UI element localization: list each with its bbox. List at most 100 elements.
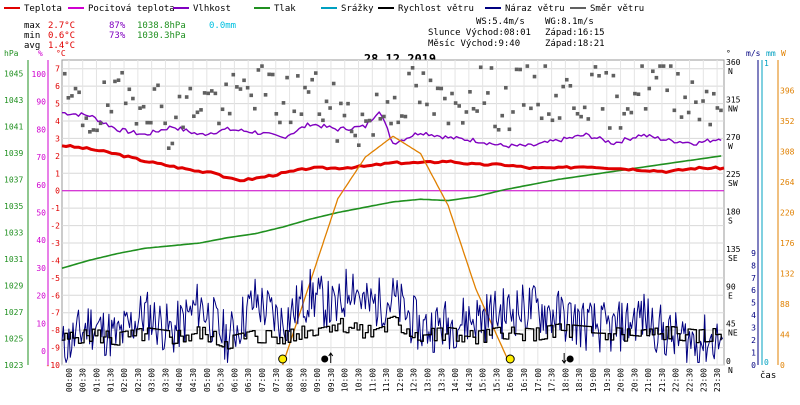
marker-layer bbox=[278, 352, 574, 364]
axis-unit-headers: hPa % °C ° m/s mm W bbox=[4, 49, 786, 58]
radiation-tick: 0 bbox=[780, 361, 785, 370]
stats-max-temp: 2.7°C bbox=[48, 21, 75, 31]
wind-tick: 9 bbox=[751, 249, 756, 258]
wind-direction-point bbox=[457, 104, 461, 108]
wind-direction-point bbox=[694, 100, 698, 104]
wind-direction-point bbox=[611, 73, 616, 78]
time-tick: 05:00 bbox=[203, 368, 212, 392]
wind-direction-point bbox=[701, 99, 705, 103]
wind-direction-point bbox=[138, 106, 142, 110]
temperature-tick: -2 bbox=[50, 222, 60, 231]
wind-direction-point bbox=[152, 87, 157, 91]
time-tick: 08:30 bbox=[299, 368, 308, 392]
time-tick: 06:00 bbox=[230, 368, 239, 392]
wind-direction-point bbox=[188, 86, 193, 91]
wind-direction-point bbox=[686, 110, 691, 115]
humidity-tick: 40 bbox=[36, 236, 46, 245]
wind-direction-point bbox=[704, 89, 709, 94]
temperature-tick: -3 bbox=[50, 239, 60, 248]
time-tick: 10:30 bbox=[355, 368, 364, 392]
wind-direction-point bbox=[116, 78, 121, 83]
wind-direction-point bbox=[547, 112, 551, 116]
time-tick: 23:30 bbox=[713, 368, 722, 392]
stats-max-label: max bbox=[24, 21, 41, 31]
wind-direction-point bbox=[529, 106, 533, 111]
wind-direction-point bbox=[439, 86, 444, 91]
radiation-tick: 88 bbox=[780, 300, 790, 309]
humidity-tick: 20 bbox=[36, 292, 46, 301]
wind-direction-point bbox=[640, 64, 644, 68]
pressure-tick: 1043 bbox=[4, 96, 23, 105]
wind-direction-point bbox=[149, 120, 153, 125]
time-tick: 05:30 bbox=[217, 368, 226, 392]
wind-direction-point bbox=[296, 74, 300, 78]
wind-direction-point bbox=[181, 125, 185, 130]
moonrise-marker bbox=[321, 355, 329, 363]
time-tick: 15:30 bbox=[492, 368, 501, 392]
wind-direction-point bbox=[525, 64, 530, 68]
wind-tick: 4 bbox=[751, 311, 756, 320]
time-tick: 02:30 bbox=[134, 368, 143, 392]
radiation-axis: 0 44 88 132 176 220 264 308 352 396 bbox=[777, 60, 795, 370]
series-layer bbox=[61, 64, 725, 366]
direction-tick: 315 bbox=[726, 95, 741, 104]
pressure-tick: 1037 bbox=[4, 175, 23, 184]
stats-avg-temp: 1.4°C bbox=[48, 41, 75, 51]
wind-direction-point bbox=[468, 90, 472, 94]
time-tick: 00:30 bbox=[79, 368, 88, 392]
wind-direction-point bbox=[460, 121, 465, 125]
wind-direction-point bbox=[582, 105, 587, 110]
wind-direction-point bbox=[339, 101, 343, 106]
wind-direction-point bbox=[77, 90, 81, 95]
rain-tick: 0 bbox=[764, 358, 769, 367]
wind-direction-point bbox=[224, 82, 228, 87]
pressure-tick: 1029 bbox=[4, 281, 23, 290]
humidity-tick: 10 bbox=[36, 319, 46, 328]
wind-direction-point bbox=[421, 71, 426, 75]
wind-direction-point bbox=[360, 112, 365, 117]
wind-direction-point bbox=[557, 116, 562, 120]
stats-min-press: 1030.3hPa bbox=[137, 31, 186, 41]
wind-direction-point bbox=[719, 108, 723, 113]
time-tick: 02:00 bbox=[120, 368, 129, 392]
humidity-axis: 0 10 20 30 40 50 60 70 80 90 100 bbox=[32, 60, 49, 365]
time-tick: 19:30 bbox=[603, 368, 612, 392]
wind-direction-point bbox=[109, 109, 114, 114]
direction-label: SW bbox=[728, 179, 738, 188]
wind-direction-point bbox=[514, 67, 519, 72]
time-tick: 16:30 bbox=[520, 368, 529, 392]
moonrise-arrow bbox=[328, 352, 334, 363]
unit-radiation: W bbox=[781, 49, 786, 58]
wind-direction-point bbox=[80, 123, 85, 128]
wind-direction-point bbox=[400, 114, 404, 118]
time-tick: 14:00 bbox=[451, 368, 460, 392]
time-tick: 04:00 bbox=[175, 368, 184, 392]
wind-direction-point bbox=[141, 104, 146, 109]
time-tick: 21:30 bbox=[658, 368, 667, 392]
wind-direction-point bbox=[711, 91, 716, 96]
wind-direction-point bbox=[70, 94, 74, 98]
legend-label: Pocitová teplota bbox=[88, 4, 175, 14]
direction-label: S bbox=[728, 217, 733, 226]
wind-direction-point bbox=[174, 115, 178, 120]
wind-direction-point bbox=[486, 91, 490, 95]
stats-max-press: 1038.8hPa bbox=[137, 21, 186, 31]
wind-direction-point bbox=[156, 83, 160, 88]
wind-direction-point bbox=[105, 103, 110, 107]
info-moon: Měsíc Východ:9:40 bbox=[428, 39, 520, 49]
direction-tick: 270 bbox=[726, 133, 741, 142]
wind-direction-point bbox=[511, 110, 515, 114]
wind-direction-point bbox=[270, 72, 275, 77]
direction-label: N bbox=[728, 366, 733, 375]
legend-label: Vlhkost bbox=[193, 4, 231, 14]
wind-direction-point bbox=[629, 110, 634, 115]
wind-direction-point bbox=[625, 107, 630, 111]
wind-direction-point bbox=[267, 72, 271, 77]
wind-direction-point bbox=[292, 109, 297, 114]
wind-direction-point bbox=[256, 68, 261, 72]
wind-direction-point bbox=[263, 93, 268, 97]
wind-direction-point bbox=[303, 85, 307, 90]
wind-direction-point bbox=[367, 118, 372, 123]
time-tick: 20:00 bbox=[617, 368, 626, 392]
wind-direction-point bbox=[532, 74, 537, 79]
